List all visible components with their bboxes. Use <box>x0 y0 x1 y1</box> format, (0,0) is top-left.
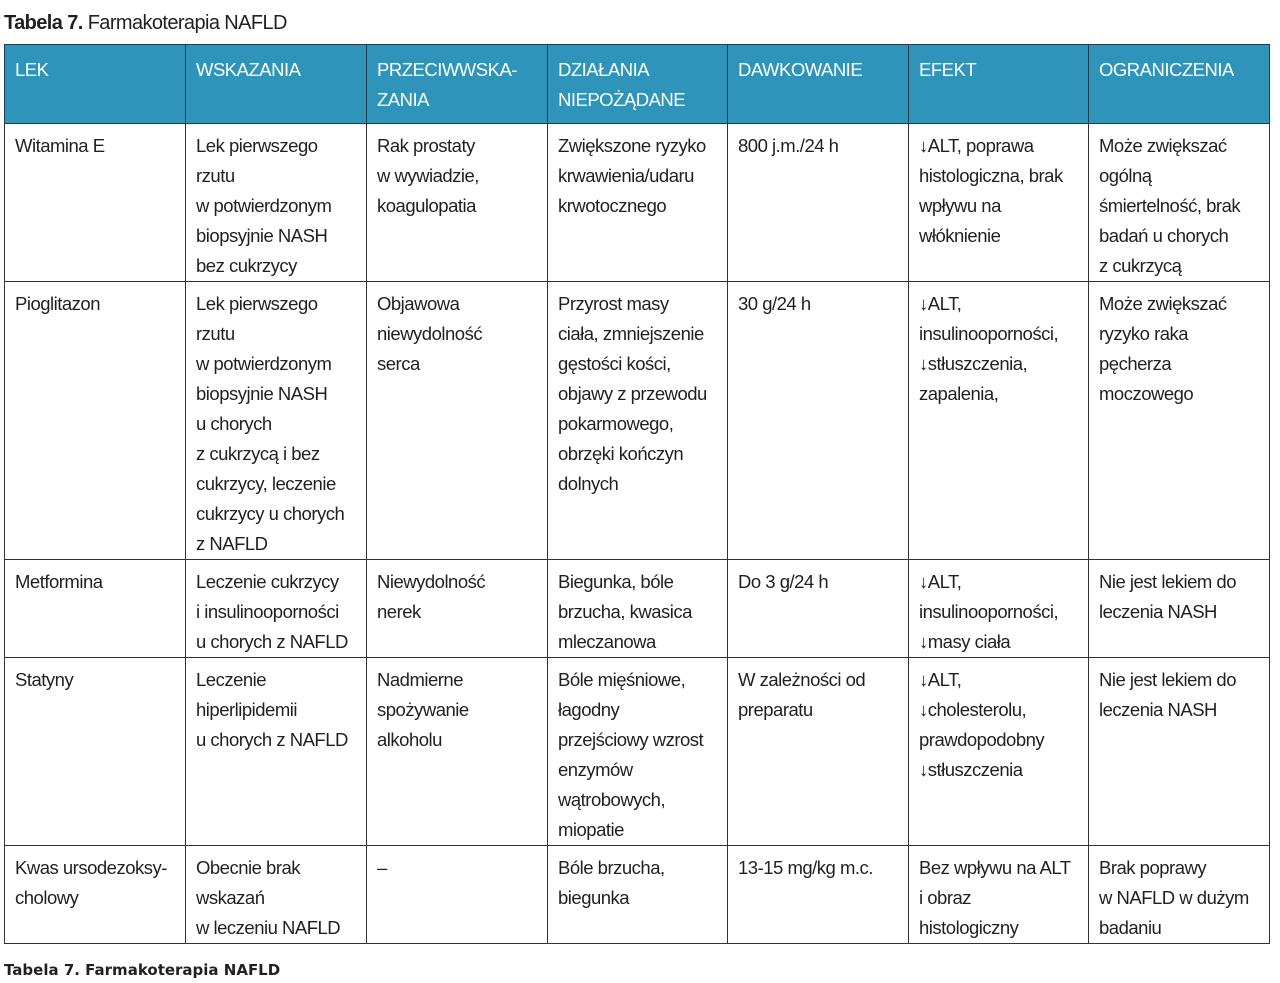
table-cell: Bóle mięśniowe, łagodny przejściowy wzro… <box>547 657 728 846</box>
column-header-przeciwwskazania: PRZECIWWSKA- ZANIA <box>366 44 548 124</box>
table-cell: Zwiększone ryzyko krwawienia/udaru krwot… <box>547 123 728 282</box>
table-cell: Nadmierne spożywanie alkoholu <box>366 657 548 846</box>
column-header-efekt: EFEKT <box>908 44 1089 124</box>
table-cell: 800 j.m./24 h <box>727 123 909 282</box>
table-cell: 13-15 mg/kg m.c. <box>727 845 909 944</box>
table-cell: 30 g/24 h <box>727 281 909 560</box>
table-row: Pioglitazon Lek pierwszego rzutu w potwie… <box>4 281 1270 560</box>
table-cell: Obecnie brak wskazań w leczeniu NAFLD <box>185 845 367 944</box>
table-cell: Bez wpływu na ALT i obraz histologiczny <box>908 845 1089 944</box>
table-title: Tabela 7. Farmakoterapia NAFLD <box>4 12 287 35</box>
table-cell: Metformina <box>4 559 186 658</box>
table-cell: Może zwiększać ryzyko raka pęcherza mocz… <box>1088 281 1270 560</box>
table-row: Kwas ursodezoksy- cholowy Obecnie brak ws… <box>4 845 1270 944</box>
table-number: Tabela 7. <box>4 12 83 34</box>
table-cell: – <box>366 845 548 944</box>
table-row: Witamina E Lek pierwszego rzutu w potwier… <box>4 123 1270 282</box>
table-cell: Rak prostaty w wywiadzie, koagulopatia <box>366 123 548 282</box>
table-cell: Objawowa niewydolność serca <box>366 281 548 560</box>
column-header-dzialania: DZIAŁANIA NIEPOŻĄDANE <box>547 44 728 124</box>
table-cell: Bóle brzucha, biegunka <box>547 845 728 944</box>
table-cell: Statyny <box>4 657 186 846</box>
column-header-wskazania: WSKAZANIA <box>185 44 367 124</box>
column-header-ograniczenia: OGRANICZENIA <box>1088 44 1270 124</box>
table-cell: Leczenie hiperlipidemii u chorych z NAFL… <box>185 657 367 846</box>
table-cell: ↓ALT, insulinooporności, ↓masy ciała <box>908 559 1089 658</box>
table-cell: Lek pierwszego rzutu w potwierdzonym bio… <box>185 281 367 560</box>
table-title-text: Farmakoterapia NAFLD <box>87 12 288 34</box>
pharmacotherapy-table: LEK WSKAZANIA PRZECIWWSKA- ZANIA DZIAŁAN… <box>4 44 1270 944</box>
table-cell: Leczenie cukrzycy i insulinooporności u … <box>185 559 367 658</box>
table-row: Statyny Leczenie hiperlipidemii u chorych… <box>4 657 1270 846</box>
header-row: LEK WSKAZANIA PRZECIWWSKA- ZANIA DZIAŁAN… <box>4 44 1270 124</box>
table-row: Metformina Leczenie cukrzycy i insulinoop… <box>4 559 1270 658</box>
table-cell: Witamina E <box>4 123 186 282</box>
table-cell: Niewydolność nerek <box>366 559 548 658</box>
column-header-dawkowanie: DAWKOWANIE <box>727 44 909 124</box>
table-cell: W zależności od preparatu <box>727 657 909 846</box>
table-cell: Może zwiększać ogólną śmiertelność, brak… <box>1088 123 1270 282</box>
table-cell: Nie jest lekiem do leczenia NASH <box>1088 559 1270 658</box>
table-cell: Przyrost masy ciała, zmniejszenie gęstoś… <box>547 281 728 560</box>
table-caption: Tabela 7. Farmakoterapia NAFLD <box>4 961 281 979</box>
column-header-lek: LEK <box>4 44 186 124</box>
table-cell: ↓ALT, ↓cholesterolu, prawdopodobny ↓stłu… <box>908 657 1089 846</box>
table-cell: Kwas ursodezoksy- cholowy <box>4 845 186 944</box>
table-cell: Lek pierwszego rzutu w potwierdzonym bio… <box>185 123 367 282</box>
table-cell: Nie jest lekiem do leczenia NASH <box>1088 657 1270 846</box>
table-cell: Brak poprawy w NAFLD w dużym badaniu <box>1088 845 1270 944</box>
table-cell: ↓ALT, insulinooporności, ↓stłuszczenia, … <box>908 281 1089 560</box>
table-cell: Biegunka, bóle brzucha, kwasica mleczano… <box>547 559 728 658</box>
table-cell: ↓ALT, poprawa histologiczna, brak wpływu… <box>908 123 1089 282</box>
table-cell: Do 3 g/24 h <box>727 559 909 658</box>
table-cell: Pioglitazon <box>4 281 186 560</box>
